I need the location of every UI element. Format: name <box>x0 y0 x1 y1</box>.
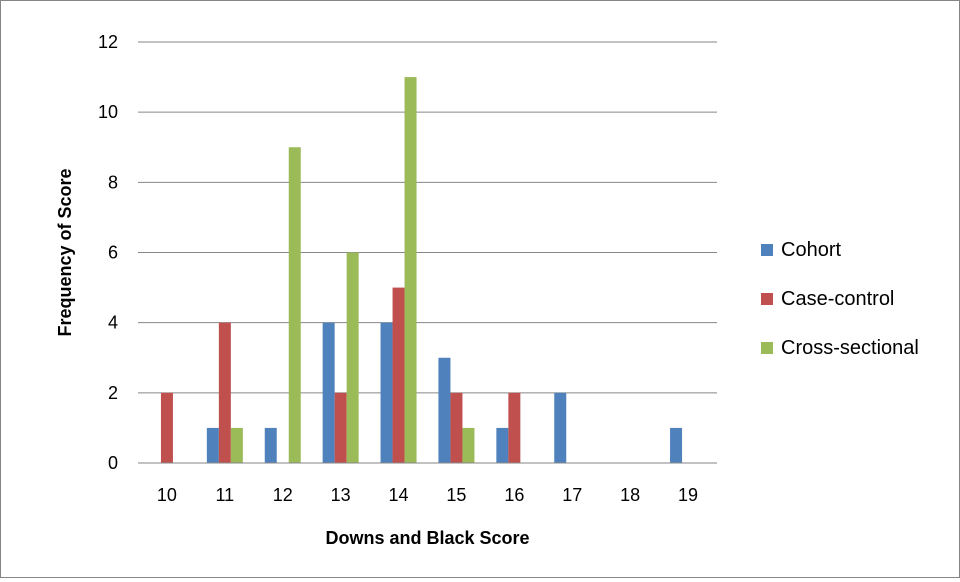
x-tick-label: 13 <box>331 485 351 505</box>
y-tick-label: 12 <box>98 32 118 52</box>
gridlines <box>138 41 717 394</box>
bar-cohort <box>670 427 683 463</box>
bar-case-control <box>450 392 463 463</box>
bar-cohort <box>554 392 567 463</box>
x-tick-label: 17 <box>562 485 582 505</box>
y-tick-label: 0 <box>108 453 118 473</box>
legend-label: Cohort <box>781 239 841 261</box>
y-tick-label: 10 <box>98 102 118 122</box>
x-tick-label: 16 <box>504 485 524 505</box>
bar-case-control <box>508 392 521 463</box>
y-tick-label: 6 <box>108 243 118 263</box>
x-tick-label: 19 <box>678 485 698 505</box>
y-tick-label: 8 <box>108 172 118 192</box>
x-axis-title: Downs and Black Score <box>325 528 529 548</box>
x-tick-label: 18 <box>620 485 640 505</box>
x-tick-label: 12 <box>273 485 293 505</box>
bar-cohort <box>380 322 393 463</box>
x-tick-label: 10 <box>157 485 177 505</box>
bar-cross-sectional <box>230 427 243 463</box>
y-tick-labels: 0 2 4 6 8 10 12 <box>98 32 118 473</box>
bar-cross-sectional <box>288 147 301 463</box>
bar-cohort <box>438 357 451 463</box>
x-tick-label: 15 <box>446 485 466 505</box>
bars <box>160 77 683 463</box>
legend-item: Cohort <box>761 239 841 261</box>
legend: Cohort Case-control Cross-sectional <box>761 239 919 359</box>
legend-swatch <box>761 244 773 256</box>
bar-cross-sectional <box>404 77 417 463</box>
legend-item: Cross-sectional <box>761 337 919 359</box>
legend-swatch <box>761 293 773 305</box>
bar-cohort <box>496 427 509 463</box>
bar-case-control <box>334 392 347 463</box>
bar-cross-sectional <box>462 427 475 463</box>
bar-cohort <box>206 427 219 463</box>
bar-cohort <box>264 427 277 463</box>
bar-case-control <box>160 392 173 463</box>
x-tick-label: 11 <box>216 485 235 505</box>
x-tick-labels: 10 11 12 13 14 15 16 17 18 19 <box>157 485 698 505</box>
y-tick-label: 4 <box>108 313 118 333</box>
legend-item: Case-control <box>761 288 894 310</box>
bar-cohort <box>322 322 335 463</box>
bar-cross-sectional <box>346 252 359 463</box>
y-tick-label: 2 <box>108 383 118 403</box>
legend-swatch <box>761 342 773 354</box>
y-axis-title: Frequency of Score <box>55 168 75 336</box>
bar-case-control <box>392 287 405 463</box>
bar-case-control <box>218 322 231 463</box>
x-tick-label: 14 <box>389 485 409 505</box>
legend-label: Case-control <box>781 288 894 310</box>
legend-label: Cross-sectional <box>781 337 919 359</box>
